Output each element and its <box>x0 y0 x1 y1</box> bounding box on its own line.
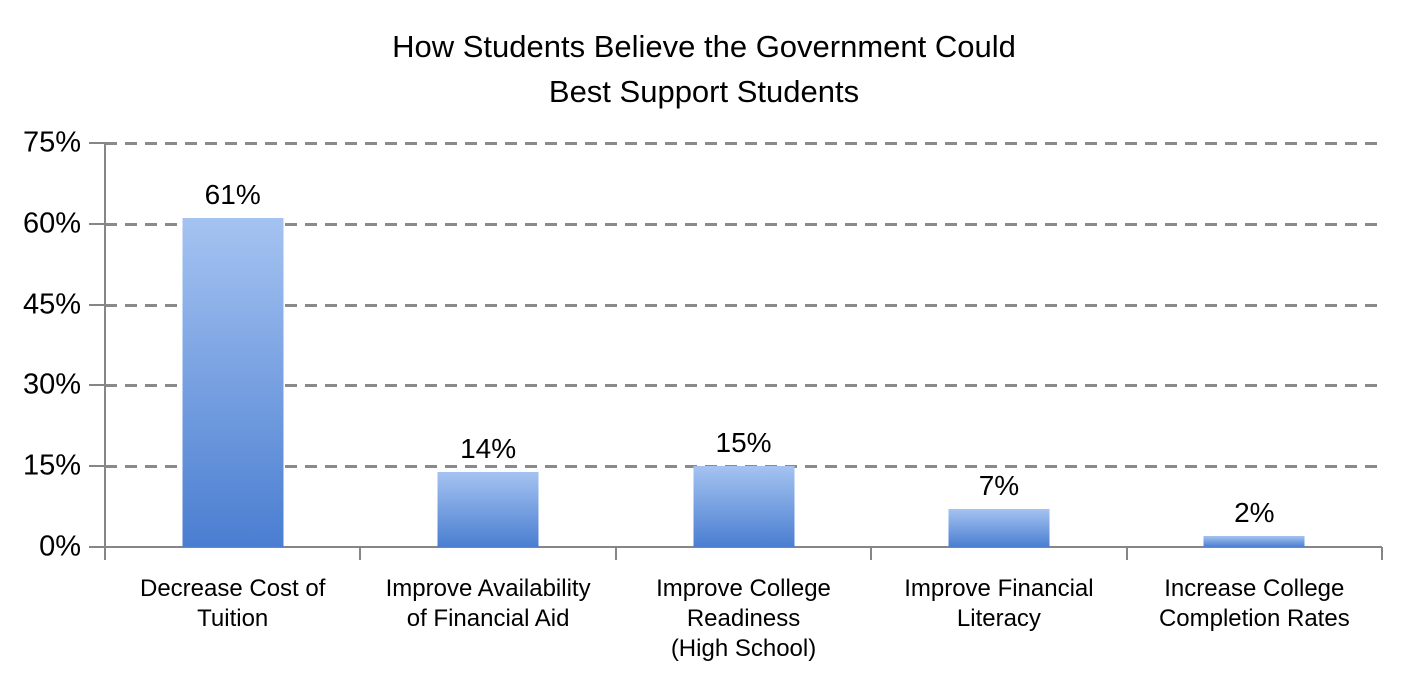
bar-slot-3: 15% <box>616 143 871 547</box>
bar-value-label-3: 15% <box>715 427 772 459</box>
bar-slot-1: 61% <box>105 143 360 547</box>
x-axis-category-labels: Decrease Cost of Tuition Improve Availabi… <box>105 574 1382 664</box>
y-tick-label-45%: 45% <box>22 288 81 321</box>
bars-row: 61% 14% 15% 7% 2% <box>105 143 1382 547</box>
gridline-60% <box>105 222 1382 226</box>
bar-value-label-4: 7% <box>978 470 1020 502</box>
x-axis-line <box>105 546 1382 548</box>
y-tick-label-0%: 0% <box>39 530 81 563</box>
chart-title: How Students Believe the Government Coul… <box>392 29 1016 109</box>
x-tick-mark-4 <box>1125 547 1128 560</box>
bar-value-label-2: 14% <box>460 432 517 464</box>
bar-slot-5: 2% <box>1127 143 1382 547</box>
category-label-4: Improve Financial Literacy <box>904 575 1094 632</box>
y-tick-mark-75% <box>89 142 105 144</box>
bar-4 <box>948 509 1050 547</box>
plot-area: 0% 15% 30% 45% 60% 75% 61% 14% 15% 7% 2% Decrease… <box>23 127 1383 662</box>
category-label-1: Decrease Cost of Tuition <box>139 575 326 632</box>
x-tick-mark-1 <box>359 547 362 560</box>
category-label-3: Improve College Readiness (High School) <box>656 575 831 662</box>
gridline-75% <box>105 142 1382 145</box>
bar-slot-4: 7% <box>871 143 1126 547</box>
y-tick-mark-30% <box>89 384 105 387</box>
bar-3 <box>693 466 795 547</box>
category-label-2: Improve Availability of Financial Aid <box>385 575 591 632</box>
bar-1 <box>182 218 284 547</box>
y-tick-label-30%: 30% <box>22 368 81 401</box>
x-tick-mark-3 <box>870 547 873 560</box>
x-tick-mark-0 <box>104 547 106 560</box>
bar-value-label-1: 61% <box>204 179 261 211</box>
gridline-45% <box>105 303 1382 307</box>
y-tick-mark-60% <box>89 222 105 225</box>
y-tick-mark-45% <box>89 303 105 306</box>
y-tick-label-75%: 75% <box>22 126 81 159</box>
bar-slot-2: 14% <box>360 143 615 547</box>
bar-value-label-5: 2% <box>1234 497 1275 529</box>
gridline-30% <box>105 384 1382 388</box>
y-tick-label-15%: 15% <box>22 449 81 482</box>
x-tick-mark-5 <box>1381 547 1383 560</box>
y-axis-line <box>104 143 106 560</box>
y-tick-mark-0% <box>89 546 105 548</box>
bar-5 <box>1203 536 1305 547</box>
bar-2 <box>437 471 539 547</box>
y-tick-mark-15% <box>89 465 105 468</box>
x-tick-mark-2 <box>614 547 617 560</box>
category-label-5: Increase College Completion Rates <box>1158 575 1350 632</box>
y-tick-label-60%: 60% <box>22 207 81 240</box>
